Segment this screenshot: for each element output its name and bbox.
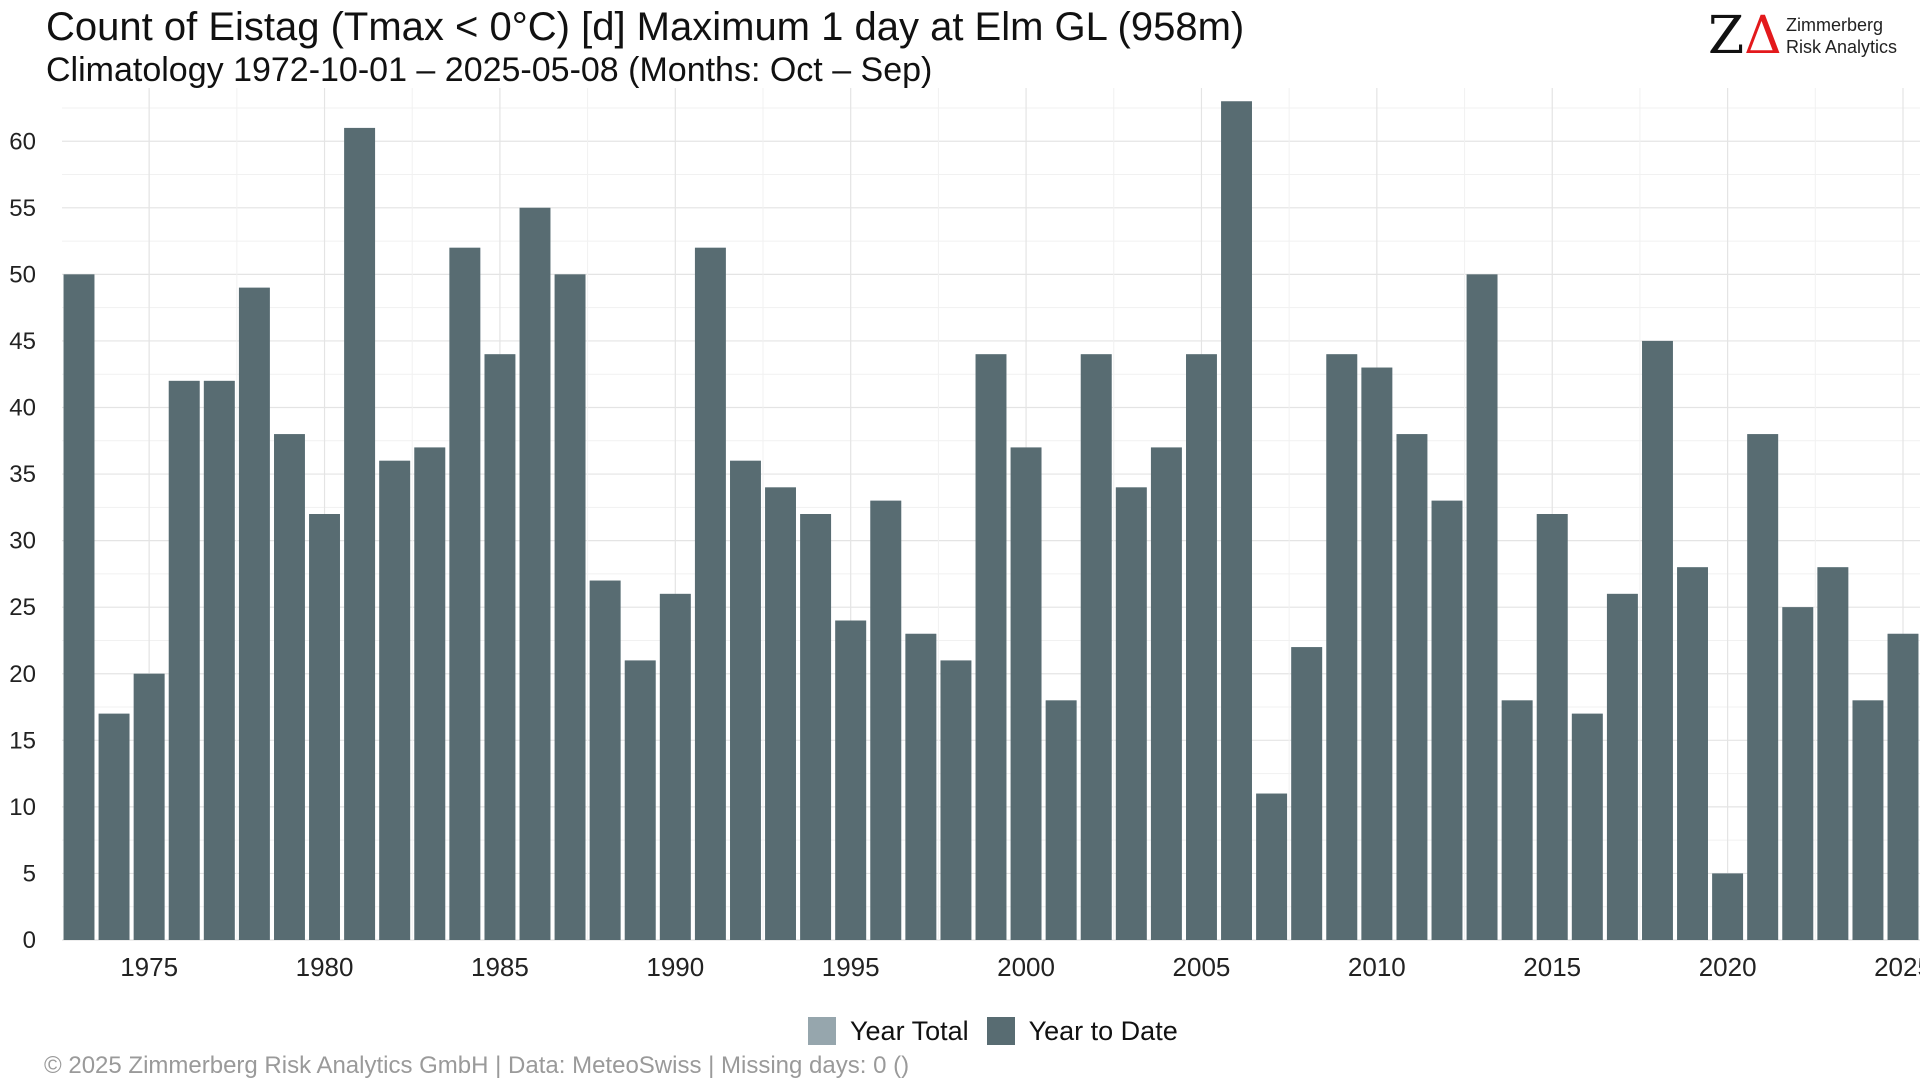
bar-year-to-date [765, 487, 796, 940]
legend-label-year-to-date: Year to Date [1028, 1015, 1178, 1046]
bar-year-to-date [379, 460, 411, 940]
y-tick-label: 25 [9, 594, 36, 621]
y-tick-label: 60 [9, 128, 36, 155]
chart-legend: Year Total Year to Date [808, 1015, 1196, 1047]
bar-year-to-date [1045, 700, 1077, 940]
logo-line-2: Risk Analytics [1786, 37, 1898, 57]
bar-year-to-date [1887, 633, 1919, 940]
bar-year-to-date [940, 660, 972, 940]
bar-year-to-date [659, 593, 691, 940]
bar-year-to-date [1291, 647, 1323, 940]
bar-year-to-date [309, 514, 340, 940]
legend-label-year-total: Year Total [850, 1015, 969, 1046]
bar-year-to-date [1221, 101, 1252, 940]
bar-year-to-date [1396, 434, 1428, 940]
bar-year-to-date [133, 673, 165, 940]
bar-year-to-date [414, 447, 446, 940]
company-logo: ZΔ Zimmerberg Risk Analytics [1708, 10, 1908, 62]
y-tick-label: 55 [9, 195, 36, 222]
legend-item-year-total: Year Total [808, 1016, 969, 1047]
y-tick-label: 45 [9, 328, 36, 355]
bar-year-to-date [238, 287, 270, 940]
y-tick-label: 50 [9, 261, 36, 288]
bar-year-to-date [589, 580, 621, 940]
x-tick-label: 2025 [1874, 952, 1920, 982]
bar-year-to-date [519, 207, 551, 940]
y-tick-label: 35 [9, 461, 36, 488]
y-tick-label: 0 [23, 927, 36, 954]
bar-year-to-date [344, 127, 376, 940]
x-tick-label: 2020 [1699, 952, 1757, 982]
x-tick-label: 1980 [296, 952, 354, 982]
x-tick-label: 2000 [997, 952, 1055, 982]
legend-swatch-year-total [808, 1017, 836, 1045]
bar-year-to-date [1431, 500, 1463, 940]
bar-year-to-date [1852, 700, 1884, 940]
bar-year-to-date [168, 380, 200, 940]
bar-year-to-date [905, 633, 937, 940]
bar-year-to-date [1361, 367, 1393, 940]
footer-credits: © 2025 Zimmerberg Risk Analytics GmbH | … [44, 1052, 910, 1079]
bar-year-to-date [1466, 274, 1498, 940]
bar-year-to-date [1501, 700, 1533, 940]
logo-delta: Δ [1744, 6, 1782, 66]
bar-year-to-date [1571, 713, 1603, 940]
bar-year-to-date [203, 380, 235, 940]
bar-year-to-date [694, 247, 726, 940]
bar-year-to-date [449, 247, 481, 940]
x-tick-label: 1995 [822, 952, 880, 982]
bar-year-to-date [274, 434, 305, 940]
y-tick-label: 10 [9, 794, 36, 821]
bar-year-to-date [624, 660, 656, 940]
bar-year-to-date [1747, 434, 1779, 940]
x-tick-label: 2015 [1523, 952, 1581, 982]
legend-swatch-year-to-date [986, 1017, 1015, 1045]
bar-year-to-date [1642, 340, 1673, 940]
x-tick-label: 1990 [646, 952, 704, 982]
y-tick-label: 20 [9, 661, 36, 688]
bar-year-to-date [975, 354, 1007, 940]
y-tick-label: 30 [9, 528, 36, 555]
bar-year-to-date [1712, 873, 1744, 940]
bar-year-to-date [1536, 514, 1568, 940]
bar-year-to-date [484, 354, 516, 940]
x-tick-label: 1985 [471, 952, 529, 982]
bar-year-to-date [1326, 354, 1358, 940]
bar-year-to-date [1817, 567, 1849, 940]
logo-line-1: Zimmerberg [1786, 15, 1884, 35]
bar-year-to-date [870, 500, 902, 940]
legend-item-year-to-date: Year to Date [986, 1015, 1178, 1047]
logo-text: Zimmerberg Risk Analytics [1786, 14, 1897, 58]
bar-year-to-date [554, 274, 586, 940]
x-tick-label: 1975 [120, 952, 178, 982]
chart-title: Count of Eistag (Tmax < 0°C) [d] Maximum… [46, 5, 1245, 49]
bar-year-to-date [835, 620, 867, 940]
bar-year-to-date [63, 274, 95, 940]
bar-year-to-date [1677, 567, 1708, 940]
bar-year-to-date [98, 713, 130, 940]
bar-year-to-date [1186, 354, 1217, 940]
bar-year-to-date [1782, 607, 1814, 940]
bar-year-to-date [1080, 354, 1112, 940]
bar-year-to-date [1010, 447, 1042, 940]
bar-year-to-date [1256, 793, 1288, 940]
x-tick-label: 2005 [1173, 952, 1231, 982]
y-tick-label: 15 [9, 727, 36, 754]
bar-year-to-date [730, 460, 761, 940]
chart-subtitle: Climatology 1972-10-01 – 2025-05-08 (Mon… [46, 51, 933, 89]
y-tick-label: 40 [9, 395, 36, 422]
bar-year-to-date [1606, 593, 1638, 940]
logo-mark-icon: ZΔ [1708, 10, 1782, 62]
bar-year-to-date [1150, 447, 1182, 940]
bar-year-to-date [800, 514, 832, 940]
y-tick-label: 5 [23, 860, 36, 887]
x-tick-label: 2010 [1348, 952, 1406, 982]
bar-year-to-date [1115, 487, 1147, 940]
logo-z: Z [1708, 6, 1745, 66]
